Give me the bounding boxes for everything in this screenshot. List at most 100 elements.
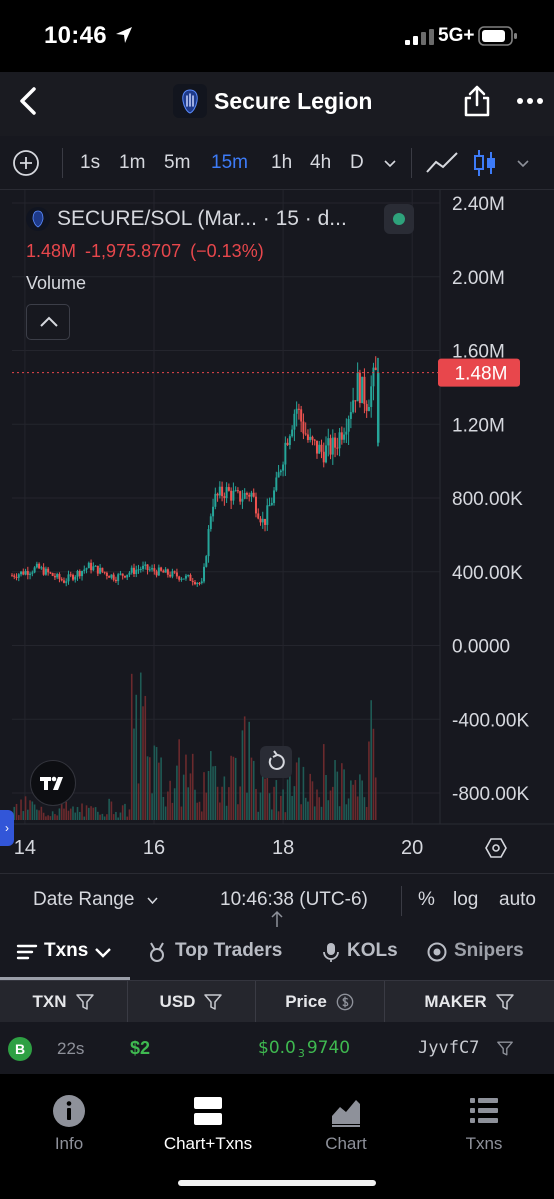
- date-range-button[interactable]: Date Range: [33, 889, 135, 910]
- candle-body: [144, 564, 147, 566]
- auto-scale-toggle[interactable]: auto: [499, 889, 536, 910]
- timeframe-1m[interactable]: 1m: [119, 152, 146, 173]
- volume-bar: [94, 807, 97, 820]
- tab-txns[interactable]: Txns: [44, 940, 89, 961]
- txn-maker[interactable]: JyvfC7: [418, 1038, 480, 1058]
- signal-bars-icon: [405, 29, 434, 45]
- candle-body: [178, 576, 181, 580]
- candle-body: [227, 487, 230, 491]
- nav-chart-txns[interactable]: Chart+Txns: [148, 1094, 268, 1154]
- tradingview-logo[interactable]: [30, 760, 76, 806]
- axis-settings-icon[interactable]: [484, 836, 508, 860]
- volume-bar: [336, 771, 339, 820]
- candle-body: [254, 496, 257, 514]
- volume-bar: [72, 806, 74, 820]
- tab-kols[interactable]: KOLs: [347, 940, 398, 961]
- column-header-label: Price: [285, 992, 327, 1011]
- timeframe-d[interactable]: D: [350, 152, 364, 173]
- tab-top-traders[interactable]: Top Traders: [175, 940, 283, 961]
- volume-bar: [117, 817, 119, 820]
- nav-chart[interactable]: Chart: [286, 1094, 406, 1154]
- candle-body: [367, 407, 370, 411]
- candle-body: [169, 574, 172, 577]
- price-zero-count: 3: [297, 1047, 305, 1061]
- volume-bar: [24, 796, 27, 820]
- x-tick-label: 20: [401, 837, 423, 859]
- volume-bar: [277, 811, 280, 820]
- column-header-usd[interactable]: USD: [128, 981, 256, 1023]
- tab-snipers[interactable]: Snipers: [454, 940, 524, 961]
- share-icon[interactable]: [462, 84, 492, 118]
- candle-body: [313, 439, 316, 441]
- volume-bar: [225, 805, 228, 820]
- volume-bar: [38, 810, 40, 820]
- candle-body: [374, 367, 377, 371]
- timezone-clock[interactable]: 10:46:38 (UTC-6): [220, 889, 368, 910]
- log-scale-toggle[interactable]: log: [453, 889, 479, 910]
- volume-bar: [146, 756, 149, 820]
- add-indicator-icon[interactable]: [12, 149, 40, 177]
- timeframe-1h[interactable]: 1h: [271, 152, 293, 173]
- volume-bar: [63, 808, 65, 820]
- filter-icon[interactable]: [496, 1040, 514, 1057]
- info-icon: [53, 1095, 85, 1127]
- currency-toggle-icon[interactable]: [335, 993, 355, 1011]
- candle-body: [76, 570, 79, 577]
- drawing-panel-toggle[interactable]: ›: [0, 810, 14, 846]
- column-header-price[interactable]: Price: [256, 981, 385, 1023]
- collapse-legend-button[interactable]: [26, 304, 70, 340]
- volume-bar: [191, 753, 194, 820]
- x-tick-label: 14: [14, 837, 36, 859]
- volume-bar: [354, 780, 357, 820]
- volume-bar: [189, 773, 192, 820]
- filter-icon[interactable]: [203, 993, 223, 1011]
- volume-bar: [338, 806, 341, 820]
- candle-body: [74, 576, 77, 580]
- candle-body: [87, 562, 90, 569]
- chart-canvas[interactable]: 2.40M 2.00M 1.60M 1.20M 800.00K 400.00K 0.0000…: [0, 190, 554, 873]
- nav-txns[interactable]: Txns: [424, 1094, 544, 1154]
- filter-icon[interactable]: [75, 993, 95, 1011]
- chevron-down-icon[interactable]: [92, 941, 114, 963]
- price-chart[interactable]: 2.40M 2.00M 1.60M 1.20M 800.00K 400.00K 0.0000…: [0, 190, 554, 873]
- chevron-down-icon[interactable]: [383, 156, 397, 170]
- status-time: 10:46: [44, 22, 107, 49]
- candlestick-icon[interactable]: [472, 148, 498, 178]
- txn-table-header: TXN USD Price MAKER: [0, 980, 554, 1023]
- candle-body: [241, 498, 244, 502]
- y-tick-label: 800.00K: [452, 489, 523, 510]
- candle-body: [193, 582, 196, 585]
- chart-toolbar: 1s 1m 5m 15m 1h 4h D: [0, 136, 554, 190]
- candle-body: [22, 571, 25, 575]
- page-title: Secure Legion: [214, 88, 373, 114]
- txn-tabs: Txns Top Traders KOLs Snipers: [0, 927, 554, 980]
- reset-chart-button[interactable]: [260, 746, 292, 778]
- timeframe-5m[interactable]: 5m: [164, 152, 191, 173]
- timeframe-15m[interactable]: 15m: [211, 152, 248, 173]
- timeframe-1s[interactable]: 1s: [80, 152, 101, 173]
- candle-body: [214, 493, 217, 507]
- chevron-down-icon[interactable]: [146, 894, 159, 907]
- candle-body: [329, 438, 332, 455]
- nav-info[interactable]: Info: [9, 1094, 129, 1154]
- column-header-maker[interactable]: MAKER: [385, 981, 554, 1023]
- back-chevron-icon[interactable]: [16, 86, 42, 116]
- candle-body: [205, 556, 208, 567]
- volume-bar: [151, 793, 153, 820]
- timeframe-4h[interactable]: 4h: [310, 152, 332, 173]
- volume-bar: [246, 792, 248, 820]
- target-icon: [427, 942, 447, 962]
- candle-body: [345, 431, 348, 435]
- line-chart-icon[interactable]: [425, 150, 459, 176]
- column-header-txn[interactable]: TXN: [0, 981, 128, 1023]
- percent-scale-toggle[interactable]: %: [418, 889, 435, 910]
- filter-icon[interactable]: [495, 993, 515, 1011]
- chevron-down-icon[interactable]: [516, 156, 530, 170]
- candle-body: [142, 565, 145, 569]
- volume-bar: [280, 795, 282, 820]
- candle-body: [207, 529, 210, 557]
- more-options-icon[interactable]: [516, 96, 544, 106]
- volume-bar: [33, 804, 36, 820]
- table-row[interactable]: B 22s $2 $0.0 3 9740 JyvfC7: [0, 1022, 554, 1074]
- chart-symbol-title[interactable]: SECURE/SOL (Mar... · 15 · d...: [57, 207, 347, 230]
